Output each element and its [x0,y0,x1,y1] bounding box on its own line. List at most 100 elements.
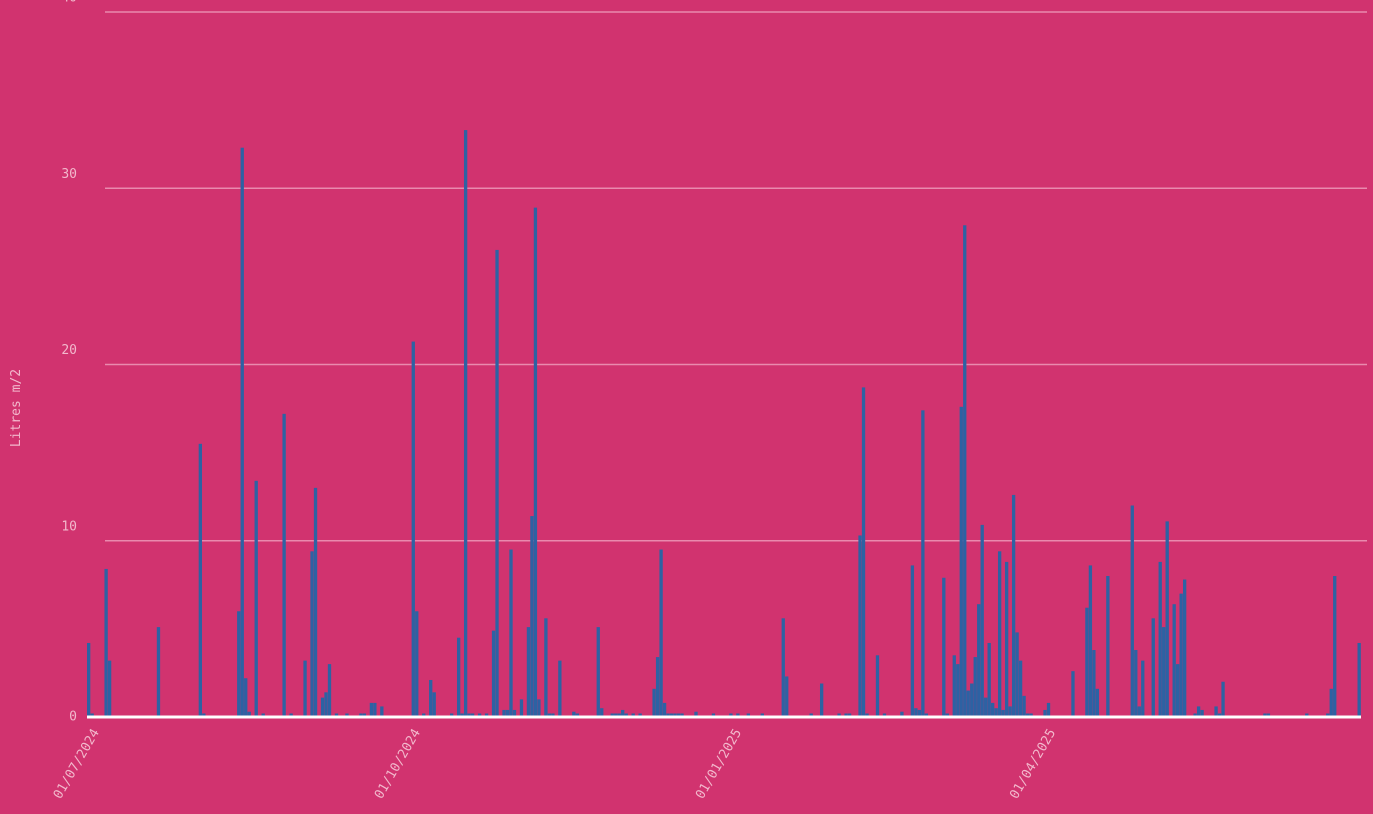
bar [669,713,674,717]
bar [450,713,454,717]
bar [558,660,562,717]
bar [617,713,621,717]
bar [247,711,251,717]
bar [956,664,960,717]
bar [1176,664,1180,717]
bar [244,678,248,717]
bar [422,713,426,717]
bar [533,207,538,717]
bar [1357,642,1361,717]
bar [373,702,377,717]
bar [952,655,956,717]
bar [509,549,513,717]
bar [694,711,698,717]
bar [107,660,112,717]
bar [327,664,332,717]
bar [970,683,974,717]
bar [572,711,576,717]
bar [470,713,475,717]
bar [1106,576,1110,717]
bar [666,713,670,717]
bar [202,713,206,717]
bar [362,713,367,717]
bar [921,410,925,717]
bar [1134,650,1138,717]
bar [87,642,91,717]
bar [624,713,628,717]
bar [1172,604,1176,717]
bar [1092,650,1096,717]
bar [785,676,789,717]
bar [530,516,534,717]
bar [1141,660,1145,717]
bar [1025,713,1030,717]
bar [844,713,848,717]
bar [1165,521,1169,717]
bar [345,713,349,717]
bar [1193,713,1197,717]
bar [289,713,293,717]
bar [512,709,517,717]
bar [310,551,314,717]
bar [861,387,866,717]
bar [537,699,541,717]
bar [415,611,419,717]
bar [858,535,862,717]
bar [910,565,915,717]
bar [324,692,328,717]
y-tick-label: 0 [69,710,77,725]
bar [614,713,618,717]
bar [994,708,998,717]
bar [1158,561,1162,717]
bar [1162,627,1166,717]
bar [1085,607,1089,717]
bar [334,713,339,717]
bar [1266,713,1271,717]
bar [1305,713,1309,717]
bar [1329,688,1333,717]
bar [1130,505,1134,717]
bar [526,627,531,717]
bar [997,551,1002,717]
bar [240,147,244,717]
bar [945,713,949,717]
bar [980,524,984,717]
bar [484,713,489,717]
bar [491,630,496,717]
bar [760,713,764,717]
bar [1137,706,1141,717]
bar [313,487,318,717]
y-tick-label: 20 [61,343,77,358]
bar [1011,494,1016,717]
bar [1200,709,1204,717]
bar [736,713,740,717]
bar [1008,706,1012,717]
bar [1221,681,1225,717]
bar [1182,579,1187,717]
bar [198,443,203,717]
bar [914,708,918,717]
bar [502,709,506,717]
bar [621,709,625,717]
bar [1326,713,1330,717]
bar [104,568,108,717]
bar [90,713,94,717]
bar [1095,688,1100,717]
bar [638,713,642,717]
bar [659,549,663,717]
bar [254,480,258,717]
bar [282,413,286,717]
bar [917,709,922,717]
y-tick-label: 10 [61,519,77,534]
bar [987,642,991,717]
bar [1001,709,1005,717]
bar [303,660,307,717]
bar [984,697,988,717]
bar [261,713,265,717]
bar [781,618,785,717]
bar [237,611,241,717]
bar [1046,702,1051,717]
bar [575,713,579,717]
bar [746,713,751,717]
